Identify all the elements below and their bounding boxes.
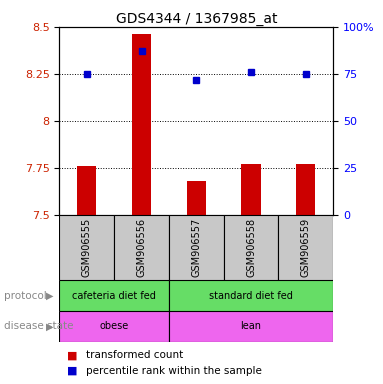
Title: GDS4344 / 1367985_at: GDS4344 / 1367985_at	[116, 12, 277, 26]
Text: transformed count: transformed count	[86, 350, 183, 360]
Text: GSM906558: GSM906558	[246, 218, 256, 277]
Bar	[278, 215, 333, 280]
Text: GSM906559: GSM906559	[301, 218, 311, 277]
Text: lean: lean	[241, 321, 262, 331]
Text: GSM906555: GSM906555	[82, 218, 92, 277]
Bar	[187, 181, 206, 215]
Bar	[59, 215, 114, 280]
Bar	[77, 166, 97, 215]
Bar	[169, 280, 333, 311]
Text: obese: obese	[100, 321, 129, 331]
Bar	[59, 280, 169, 311]
Text: standard diet fed: standard diet fed	[209, 291, 293, 301]
Text: GSM906556: GSM906556	[136, 218, 147, 277]
Bar	[59, 311, 169, 342]
Bar	[241, 164, 261, 215]
Bar	[296, 164, 316, 215]
Bar	[224, 215, 278, 280]
Text: protocol: protocol	[4, 291, 47, 301]
Bar	[132, 35, 151, 215]
Text: ▶: ▶	[46, 321, 54, 331]
Text: cafeteria diet fed: cafeteria diet fed	[72, 291, 156, 301]
Text: disease state: disease state	[4, 321, 73, 331]
Bar	[169, 311, 333, 342]
Text: ■: ■	[67, 366, 77, 376]
Text: ▶: ▶	[46, 291, 54, 301]
Text: ■: ■	[67, 350, 77, 360]
Bar	[169, 215, 224, 280]
Text: percentile rank within the sample: percentile rank within the sample	[86, 366, 262, 376]
Bar	[114, 215, 169, 280]
Text: GSM906557: GSM906557	[191, 218, 201, 277]
